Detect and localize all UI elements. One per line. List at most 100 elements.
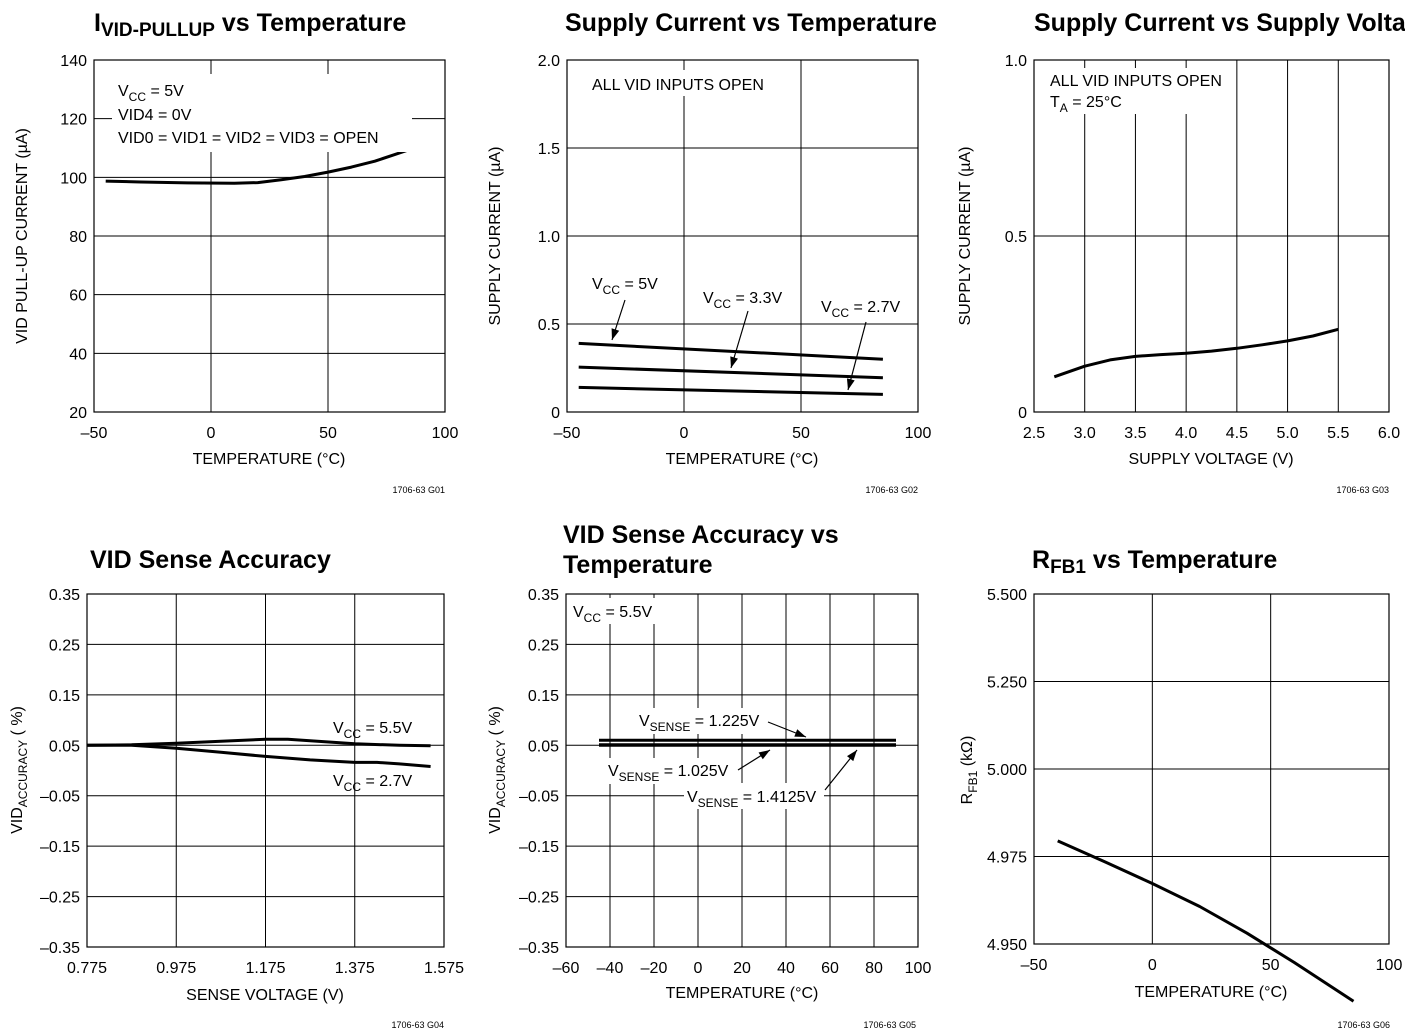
- y-tick-label: –0.25: [519, 890, 559, 907]
- x-axis-label: TEMPERATURE (°C): [1135, 984, 1288, 1001]
- y-tick-label: 0.05: [49, 738, 80, 755]
- annotation-vcc: VCC = 5V: [118, 83, 184, 104]
- grid: [1034, 594, 1389, 944]
- x-tick-label: 40: [777, 960, 795, 977]
- y-tick-label: 60: [69, 288, 87, 305]
- chart-title: Supply Current vs Supply Voltage: [1034, 9, 1405, 37]
- figure-code: 1706-63 G02: [865, 485, 918, 495]
- y-tick-label: 5.500: [987, 587, 1027, 604]
- x-tick-label: 100: [905, 425, 932, 442]
- arrow-1025-head: [758, 750, 770, 760]
- annotation-vid-open: VID0 = VID1 = VID2 = VID3 = OPEN: [118, 130, 379, 147]
- plot-frame: [1033, 59, 1390, 413]
- y-tick-label: 0: [551, 405, 560, 422]
- y-tick-label: 1.0: [538, 229, 560, 246]
- x-tick-label: 1.175: [245, 960, 285, 977]
- x-tick-label: –40: [597, 960, 624, 977]
- series-label-2v7: VCC = 2.7V: [333, 773, 412, 794]
- y-axis-label: VID PULL-UP CURRENT (µA): [14, 128, 31, 344]
- x-tick-label: 20: [733, 960, 751, 977]
- x-axis-label: TEMPERATURE (°C): [666, 451, 819, 468]
- x-tick-label: 0: [207, 425, 216, 442]
- y-axis-label: VIDACCURACY ( %): [487, 706, 508, 834]
- chart-g04: VID Sense Accuracy 0.775 0.975 1.175 1.375 1.…: [9, 546, 464, 1030]
- plot-frame: [93, 59, 446, 413]
- y-tick-label: 0.05: [528, 738, 559, 755]
- x-tick-label: 5.5: [1327, 425, 1349, 442]
- arrow-3v3-head: [730, 356, 738, 368]
- y-tick-label: –0.15: [519, 839, 559, 856]
- label-bg: [636, 708, 766, 734]
- arrow-2v7: [847, 321, 867, 391]
- x-tick-label: 100: [432, 425, 459, 442]
- y-tick-label: –0.05: [40, 789, 80, 806]
- label-bg: [586, 268, 666, 294]
- chart-g01: IVID-PULLUP vs Temperature –50 0 50 100 20 40 6…: [14, 9, 458, 495]
- x-axis-label: TEMPERATURE (°C): [193, 451, 346, 468]
- plot-frame: [566, 59, 919, 413]
- y-tick-label: 80: [69, 229, 87, 246]
- label-bg: [684, 783, 824, 809]
- plot-frame: [565, 593, 919, 948]
- y-tick-label: 0.5: [538, 317, 560, 334]
- x-tick-label: –50: [81, 425, 108, 442]
- annotation-vid4: VID4 = 0V: [118, 107, 192, 124]
- series-line-0: [1053, 327, 1339, 379]
- chart-g06: RFB1 vs Temperature –50 0 50 100 4.950 4.975 5.…: [959, 546, 1402, 1030]
- y-tick-label: 120: [60, 112, 87, 129]
- y-tick-label: 0: [1018, 405, 1027, 422]
- series-line-0: [105, 148, 411, 185]
- series-label-5v5: VCC = 5.5V: [333, 720, 412, 741]
- label-bg: [696, 283, 792, 309]
- chart-title: VID Sense Accuracy: [90, 546, 331, 574]
- chart-g03: Supply Current vs Supply Voltage 2.5 3.0 3.…: [957, 9, 1405, 495]
- y-tick-label: 1.0: [1005, 53, 1027, 70]
- annotation-ta: TA = 25°C: [1050, 94, 1122, 115]
- x-tick-label: –50: [1021, 957, 1048, 974]
- x-tick-label: –60: [553, 960, 580, 977]
- y-tick-label: 0.25: [528, 637, 559, 654]
- figure-code: 1706-63 G06: [1337, 1020, 1390, 1030]
- x-tick-label: 4.0: [1175, 425, 1197, 442]
- y-tick-label: 40: [69, 346, 87, 363]
- plot-frame: [1033, 593, 1390, 945]
- x-tick-label: 100: [1376, 957, 1403, 974]
- grid: [87, 594, 444, 947]
- series-label-14125: VSENSE = 1.4125V: [687, 789, 817, 810]
- annotation-bg: [586, 70, 786, 96]
- y-tick-label: 2.0: [538, 53, 560, 70]
- y-tick-label: 5.250: [987, 675, 1027, 692]
- y-axis-label: SUPPLY CURRENT (µA): [487, 146, 504, 325]
- x-tick-label: 2.5: [1023, 425, 1045, 442]
- chart-g02: Supply Current vs Temperature –50 0 50 100 0 0…: [487, 9, 937, 495]
- arrow-14125-head: [847, 750, 857, 762]
- y-tick-label: 1.5: [538, 141, 560, 158]
- grid: [567, 60, 918, 412]
- y-tick-label: 140: [60, 53, 87, 70]
- x-tick-label: 0: [694, 960, 703, 977]
- figure-code: 1706-63 G05: [863, 1020, 916, 1030]
- x-tick-label: 0.775: [67, 960, 107, 977]
- y-tick-label: –0.35: [40, 940, 80, 957]
- series-label-1025: VSENSE = 1.025V: [608, 763, 729, 784]
- x-axis-label: SUPPLY VOLTAGE (V): [1128, 451, 1293, 468]
- x-tick-label: 3.0: [1074, 425, 1096, 442]
- x-tick-label: 5.0: [1276, 425, 1298, 442]
- x-tick-label: 100: [905, 960, 932, 977]
- y-tick-label: 4.950: [987, 937, 1027, 954]
- annotation-vid-open: ALL VID INPUTS OPEN: [592, 77, 764, 94]
- x-tick-label: 50: [1262, 957, 1280, 974]
- chart-title: Supply Current vs Temperature: [565, 9, 937, 37]
- arrow-5v-head: [611, 328, 620, 340]
- series-line-2: [578, 385, 883, 396]
- x-tick-label: 80: [865, 960, 883, 977]
- x-tick-label: 0: [1148, 957, 1157, 974]
- series-label-2v7: VCC = 2.7V: [821, 299, 900, 320]
- annotation-vid-open: ALL VID INPUTS OPEN: [1050, 73, 1222, 90]
- annotation-bg: [570, 598, 656, 624]
- x-tick-label: 3.5: [1124, 425, 1146, 442]
- series-label-1225: VSENSE = 1.225V: [639, 713, 760, 734]
- figure-code: 1706-63 G01: [392, 485, 445, 495]
